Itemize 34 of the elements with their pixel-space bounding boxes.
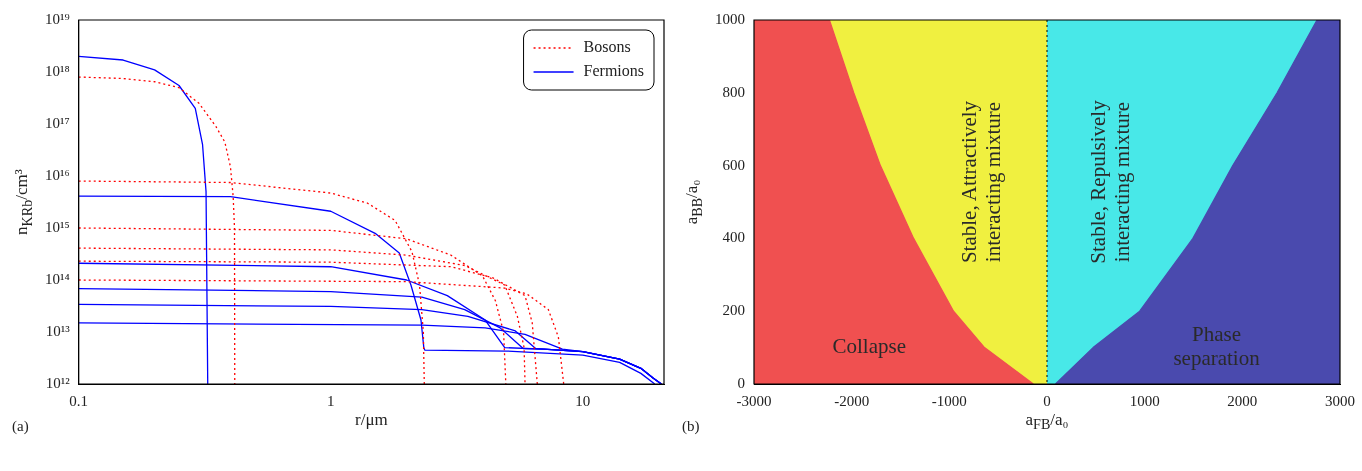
x-tick-label: 10: [575, 392, 591, 409]
series-label: Collapse: [832, 334, 906, 359]
x-tick-label: -2000: [834, 392, 870, 409]
y-tick-label: 10¹⁵: [44, 218, 70, 235]
y-tick-label: 10¹⁴: [44, 270, 70, 287]
series-label: Phase separation: [1173, 322, 1261, 371]
y-tick-label: 10¹⁸: [44, 62, 70, 79]
x-tick-label: 0.1: [69, 392, 89, 409]
y-tick-label: 10¹⁷: [44, 114, 70, 131]
x-axis-title: a$_{FB}$/a₀: [1025, 410, 1069, 434]
y-tick-label: 10¹²: [45, 374, 71, 391]
y-tick-label: 10¹³: [45, 322, 71, 339]
band-label: Stable, Repulsively interacting mixture: [1085, 99, 1134, 264]
band-label: Stable, Attractively interacting mixture: [957, 100, 1006, 264]
x-tick-label: 3000: [1325, 392, 1355, 409]
x-axis-title: r/μm: [354, 410, 388, 430]
y-tick-label: 600: [722, 156, 745, 173]
y-tick-label: 10¹⁹: [44, 10, 70, 27]
text: (b): [682, 418, 700, 435]
x-tick-label: -1000: [931, 392, 967, 409]
x-tick-label: -3000: [736, 392, 772, 409]
x-tick-label: 2000: [1227, 392, 1258, 409]
x-tick-label: 1000: [1129, 392, 1160, 409]
x-tick-label: 0: [1043, 392, 1051, 409]
x-tick-label: 1: [327, 392, 335, 409]
y-tick-label: 400: [722, 229, 745, 246]
text: (a): [12, 418, 29, 435]
y-tick-label: 800: [722, 83, 745, 100]
y-tick-label: 10¹⁶: [44, 166, 70, 183]
y-tick-label: 0: [737, 374, 745, 391]
y-tick-label: 200: [722, 302, 745, 319]
y-tick-label: 1000: [715, 10, 745, 27]
legend-label: Bosons: [583, 38, 631, 56]
legend-label: Fermions: [583, 62, 645, 80]
